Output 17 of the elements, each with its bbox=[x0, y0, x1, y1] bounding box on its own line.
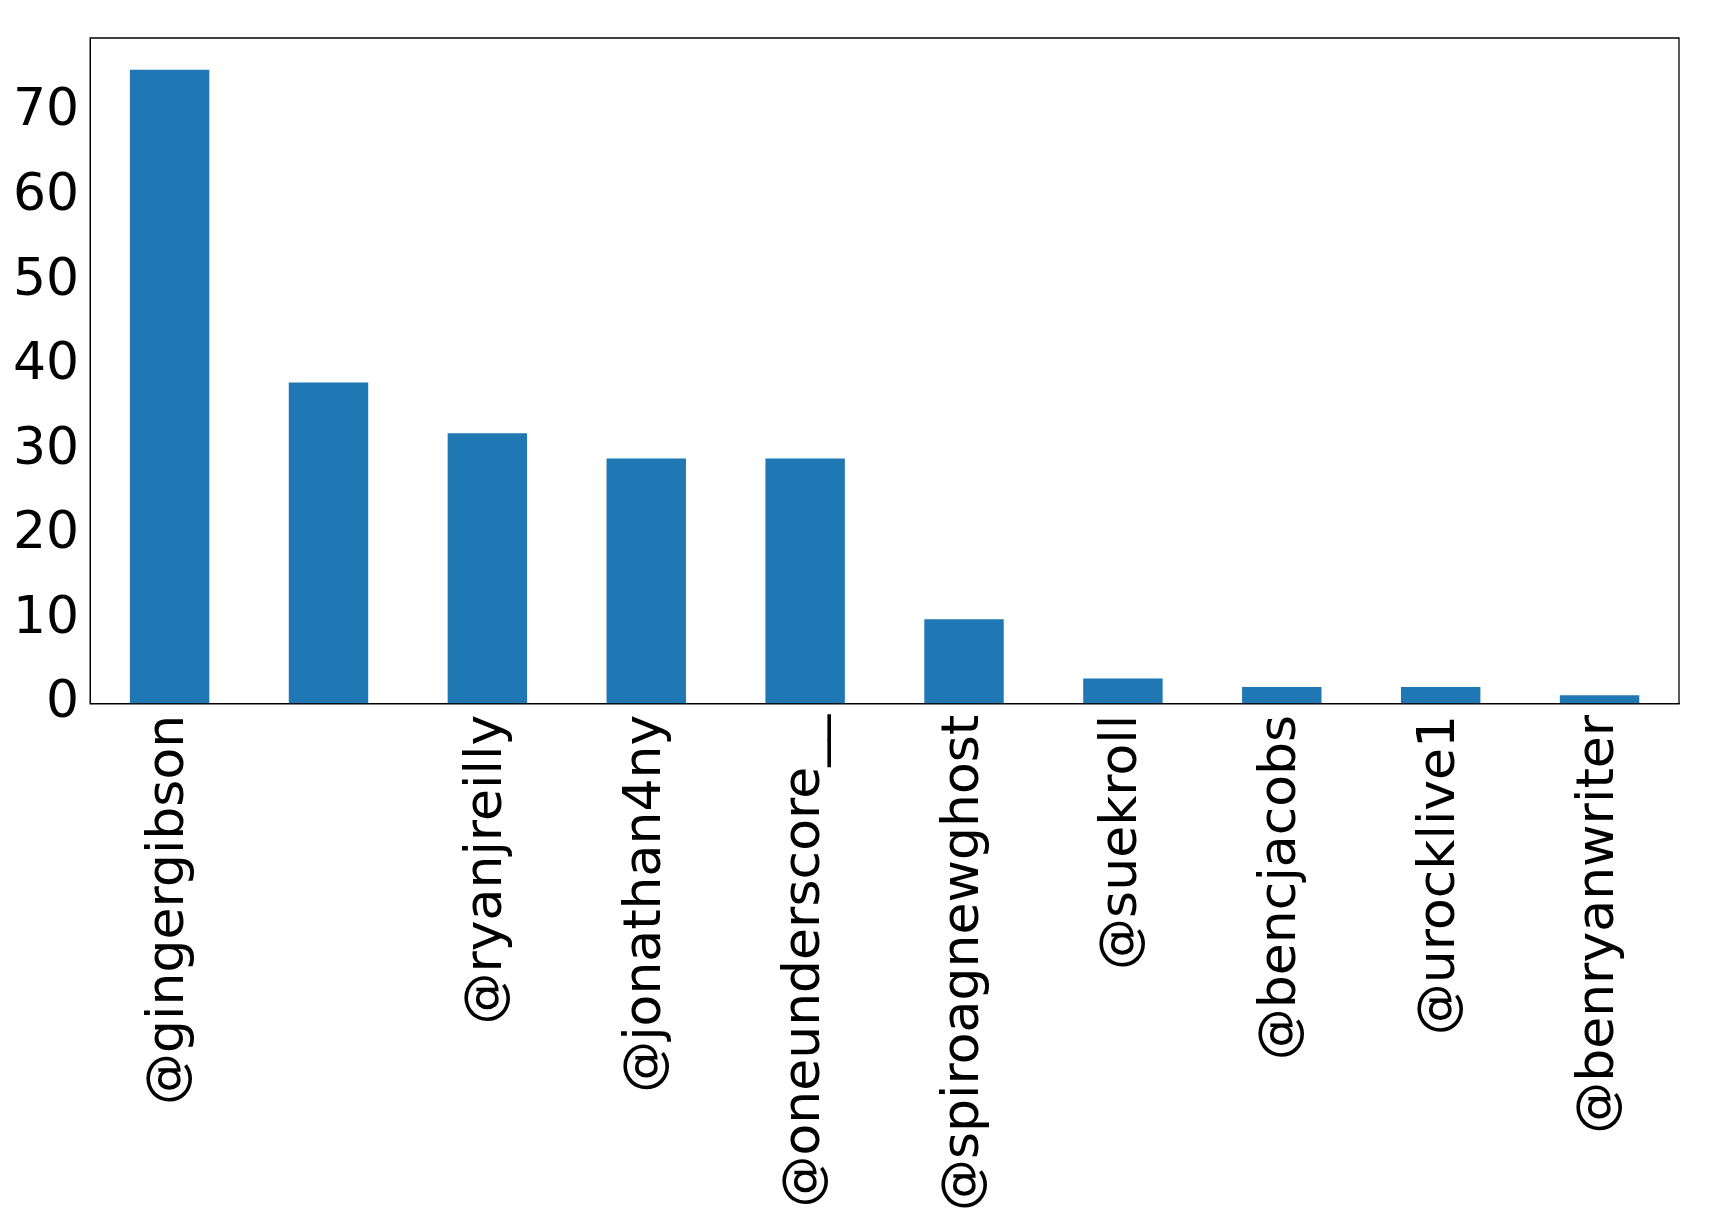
x-tick-label: @urocklive1 bbox=[1406, 714, 1467, 1036]
y-tick-label: 30 bbox=[13, 415, 80, 476]
x-tick-label: @spiroagnewghost bbox=[929, 714, 990, 1212]
x-tick-label: @jonathan4ny bbox=[611, 714, 672, 1093]
y-tick-label: 50 bbox=[13, 246, 80, 307]
y-tick-label: 0 bbox=[46, 669, 80, 730]
y-tick-label: 20 bbox=[13, 500, 80, 561]
y-tick-label: 40 bbox=[13, 331, 80, 392]
x-tick-label: @gingergibson bbox=[135, 714, 196, 1105]
y-tick-label: 70 bbox=[13, 77, 80, 138]
y-tick-label: 60 bbox=[13, 162, 80, 223]
x-tick-label: @suekroll bbox=[1088, 714, 1149, 970]
y-tick-label: 10 bbox=[13, 584, 80, 645]
x-tick-label: @bencjacobs bbox=[1247, 714, 1308, 1061]
x-tick-label: @benryanwriter bbox=[1565, 714, 1626, 1134]
x-tick-label: @oneunderscore__ bbox=[770, 713, 831, 1208]
x-tick-label: @ryanjreilly bbox=[452, 714, 513, 1025]
